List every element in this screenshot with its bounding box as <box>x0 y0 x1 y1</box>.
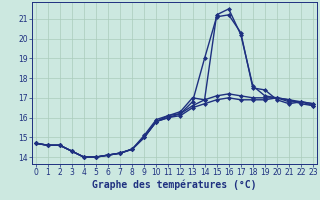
X-axis label: Graphe des températures (°C): Graphe des températures (°C) <box>92 180 257 190</box>
